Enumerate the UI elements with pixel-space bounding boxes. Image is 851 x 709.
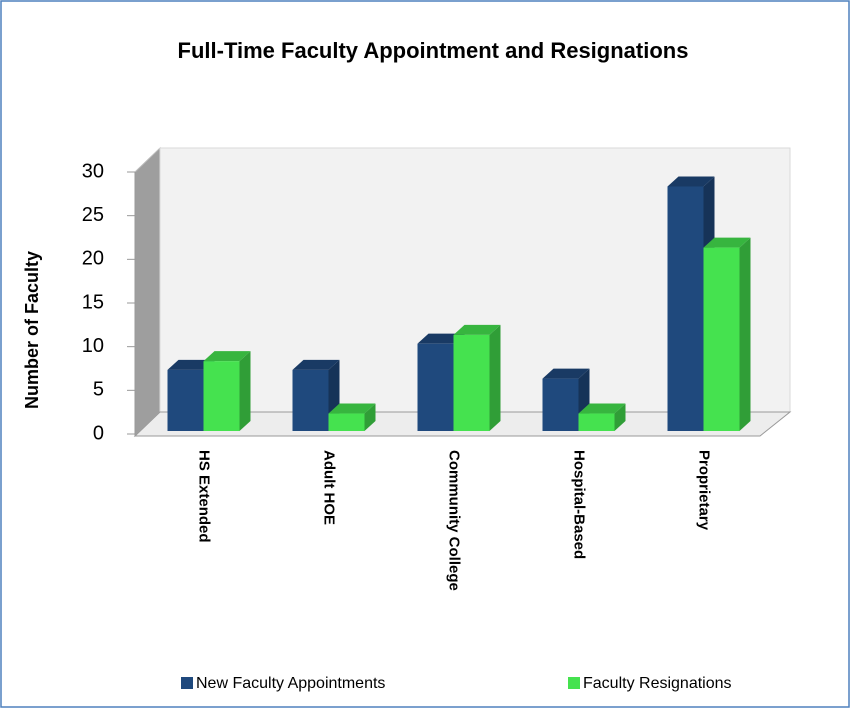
- bar-top: [542, 368, 590, 379]
- bar-side: [739, 237, 751, 431]
- y-tick-label: 0: [93, 422, 104, 444]
- x-tick-label: Hospital-Based: [571, 450, 588, 559]
- legend-swatch: [181, 677, 193, 689]
- bar: [453, 334, 490, 431]
- bar-side: [364, 403, 376, 431]
- legend-label: New Faculty Appointments: [196, 675, 385, 692]
- y-tick-label: 20: [82, 248, 104, 270]
- y-tick-label: 10: [82, 335, 104, 357]
- bar-top: [417, 333, 465, 344]
- bar: [578, 413, 615, 431]
- bar: [203, 361, 240, 431]
- y-tick-label: 15: [82, 291, 104, 313]
- bar: [328, 413, 365, 431]
- bar-top: [703, 237, 751, 248]
- bar: [703, 247, 740, 431]
- bar-side: [239, 351, 251, 431]
- bar: [417, 343, 454, 431]
- x-tick-label: Adult HOE: [321, 450, 338, 525]
- bar-top: [167, 359, 215, 370]
- bar: [167, 369, 204, 431]
- bar-top: [292, 359, 340, 370]
- y-tick-label: 30: [82, 160, 104, 182]
- chart-title: Full-Time Faculty Appointment and Resign…: [178, 38, 689, 63]
- y-tick-label: 5: [93, 379, 104, 401]
- bar-top: [667, 176, 715, 187]
- legend-swatch: [568, 677, 580, 689]
- x-tick-label: HS Extended: [196, 450, 213, 543]
- bar: [667, 186, 704, 431]
- bar-top: [203, 351, 251, 362]
- bar: [542, 378, 579, 431]
- x-tick-label: Community College: [446, 450, 463, 591]
- legend-label: Faculty Resignations: [583, 675, 732, 692]
- x-tick-label: Proprietary: [696, 450, 713, 531]
- y-tick-label: 25: [82, 204, 104, 226]
- bar-side: [489, 324, 501, 431]
- bar-top: [328, 403, 376, 414]
- bar-top: [578, 403, 626, 414]
- bar-side: [614, 403, 626, 431]
- y-axis-title: Number of Faculty: [22, 251, 42, 409]
- bar-top: [453, 324, 501, 335]
- bar: [292, 369, 329, 431]
- side-wall: [134, 146, 161, 438]
